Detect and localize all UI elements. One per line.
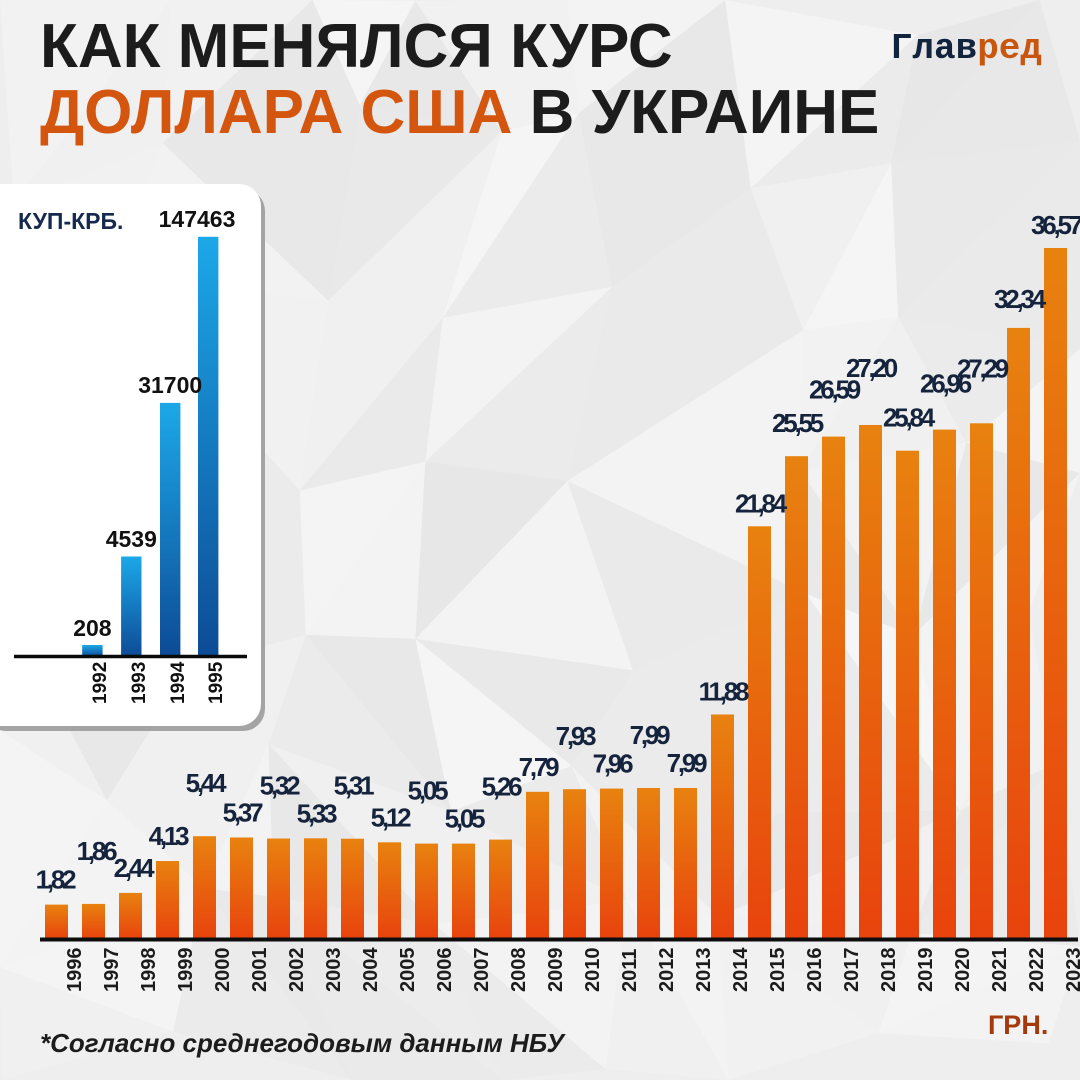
svg-text:7,79: 7,79 <box>519 752 560 782</box>
svg-text:21,84: 21,84 <box>735 488 788 518</box>
svg-text:7,93: 7,93 <box>556 721 597 751</box>
svg-text:5,05: 5,05 <box>408 776 449 806</box>
svg-text:5,12: 5,12 <box>371 802 412 832</box>
svg-text:2,44: 2,44 <box>114 853 156 883</box>
svg-text:31700: 31700 <box>138 372 202 398</box>
svg-text:27,20: 27,20 <box>846 353 898 383</box>
svg-text:5,32: 5,32 <box>260 771 301 801</box>
svg-text:5,37: 5,37 <box>223 798 264 828</box>
svg-text:5,31: 5,31 <box>334 771 375 801</box>
svg-text:1,86: 1,86 <box>77 836 118 866</box>
svg-text:147463: 147463 <box>159 206 236 232</box>
svg-text:5,05: 5,05 <box>445 804 486 834</box>
svg-text:5,33: 5,33 <box>297 798 338 828</box>
svg-text:5,44: 5,44 <box>186 768 228 798</box>
svg-text:27,29: 27,29 <box>957 353 1009 383</box>
svg-text:32,34: 32,34 <box>994 284 1047 314</box>
svg-text:КУП-КРБ.: КУП-КРБ. <box>18 208 123 234</box>
svg-text:25,55: 25,55 <box>772 408 824 438</box>
svg-text:1,82: 1,82 <box>36 865 77 895</box>
svg-text:11,88: 11,88 <box>699 677 749 707</box>
svg-text:7,99: 7,99 <box>630 720 671 750</box>
svg-text:7,96: 7,96 <box>593 749 634 779</box>
svg-text:36,57: 36,57 <box>1031 210 1080 240</box>
svg-text:208: 208 <box>73 615 112 641</box>
svg-text:4539: 4539 <box>106 526 157 552</box>
svg-text:5,26: 5,26 <box>482 772 523 802</box>
svg-text:7,99: 7,99 <box>667 748 708 778</box>
svg-text:25,84: 25,84 <box>883 403 936 433</box>
svg-text:4,13: 4,13 <box>149 821 190 851</box>
